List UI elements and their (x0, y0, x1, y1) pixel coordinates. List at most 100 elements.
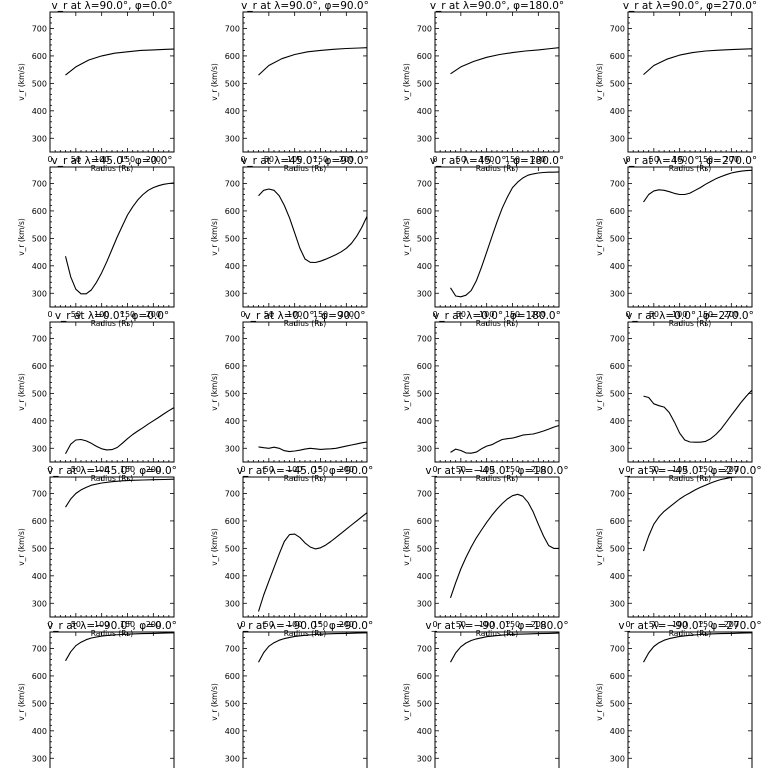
y-tick-label: 500 (417, 544, 432, 553)
y-tick-label: 500 (610, 544, 625, 553)
plot-frame (49, 321, 175, 463)
y-tick-label: 600 (32, 207, 47, 216)
y-tick-label: 600 (32, 672, 47, 681)
plot-frame (627, 476, 753, 618)
x-tick-label: 0 (47, 620, 52, 629)
y-axis-label: v_r (km/s) (595, 63, 604, 101)
y-tick-label: 700 (610, 24, 625, 33)
y-tick-label: 500 (610, 389, 625, 398)
x-tick-label: 200 (339, 310, 354, 319)
x-tick-label: 150 (313, 465, 328, 474)
x-tick-label: 50 (71, 620, 81, 629)
x-tick-label: 100 (287, 465, 302, 474)
x-tick-label: 0 (47, 310, 52, 319)
panel-7: v_r at λ=45.0°, φ=270.0°0 50 100 150 2003004… (595, 155, 757, 328)
velocity-line (258, 188, 368, 264)
y-tick-label: 500 (417, 79, 432, 88)
y-tick-label: 500 (225, 389, 240, 398)
x-axis-label: Radius (Rs) (476, 474, 519, 483)
panel-14: v_r at λ=−45.0°, φ=180.0°0 50 100 150 200300… (402, 465, 569, 638)
y-tick-label: 600 (32, 362, 47, 371)
x-axis-label: Radius (Rs) (91, 629, 134, 638)
x-tick-label: 100 (479, 155, 494, 164)
x-axis-label: Radius (Rs) (476, 164, 519, 173)
plot-frame (242, 321, 368, 463)
y-tick-label: 400 (610, 572, 625, 581)
panel-title: v_r at λ=−45.0°, φ=90.0° (237, 465, 373, 477)
y-tick-label: 400 (32, 572, 47, 581)
panel-1: v_r at λ=90.0°, φ=90.0° 0 50 100 150 200 300 40… (210, 0, 369, 173)
x-tick-label: 100 (94, 620, 109, 629)
velocity-line (643, 389, 753, 443)
x-tick-label: 150 (505, 310, 520, 319)
velocity-line (258, 441, 368, 453)
x-tick-label: 50 (264, 155, 274, 164)
x-tick-label: 100 (479, 620, 494, 629)
plot-frame (434, 166, 560, 308)
y-tick-label: 700 (225, 489, 240, 498)
panel-title: v_r at λ=−90.0°, φ=90.0° (237, 620, 373, 632)
panel-0: v_r at λ=90.0°, φ=0.0° 0 50 100 150 200 300 400… (17, 0, 175, 173)
x-tick-label: 50 (649, 465, 659, 474)
y-axis-label: v_r (km/s) (402, 63, 411, 101)
y-tick-label: 500 (32, 699, 47, 708)
panel-title: v_r at λ=45.0°, φ=180.0° (430, 155, 564, 167)
panel-title: v_r at λ=−90.0°, φ=0.0° (47, 620, 177, 632)
x-tick-label: 50 (264, 465, 274, 474)
y-axis-label: v_r (km/s) (210, 373, 219, 411)
y-axis-label: v_r (km/s) (402, 528, 411, 566)
x-axis-label: Radius (Rs) (91, 164, 134, 173)
y-tick-label: 300 (32, 599, 47, 608)
plot-frame (627, 166, 753, 308)
x-tick-label: 150 (313, 310, 328, 319)
y-tick-label: 300 (32, 754, 47, 763)
panel-title: v_r at λ=90.0°, φ=180.0° (430, 0, 564, 12)
x-tick-label: 0 (625, 155, 630, 164)
x-axis-label: Radius (Rs) (669, 319, 712, 328)
panel-title: v_r at λ=45.0°, φ=270.0° (623, 155, 757, 167)
x-tick-label: 150 (698, 620, 713, 629)
panel-title: v_r at λ=−90.0°, φ=270.0° (618, 620, 761, 632)
velocity-line (450, 632, 560, 663)
velocity-line (258, 632, 368, 663)
panel-11: v_r at λ=0.0°, φ=270.0°0 50 100 150 20030040… (595, 310, 754, 483)
x-tick-label: 200 (146, 155, 161, 164)
y-axis-label: v_r (km/s) (17, 683, 26, 721)
x-tick-label: 100 (94, 465, 109, 474)
y-axis-label: v_r (km/s) (210, 683, 219, 721)
panel-19: v_r at λ=−90.0°, φ=270.0°0 50 100 150 200 300… (595, 620, 762, 768)
y-tick-label: 700 (417, 334, 432, 343)
y-tick-label: 500 (610, 699, 625, 708)
y-tick-label: 700 (417, 24, 432, 33)
x-tick-label: 100 (287, 310, 302, 319)
y-axis-label: v_r (km/s) (595, 373, 604, 411)
plot-frame (242, 11, 368, 153)
panel-title: v_r at λ=90.0°, φ=270.0° (623, 0, 757, 12)
y-axis-label: v_r (km/s) (17, 63, 26, 101)
y-tick-label: 400 (417, 572, 432, 581)
y-tick-label: 600 (32, 517, 47, 526)
x-axis-label: Radius (Rs) (284, 474, 327, 483)
plot-frame (242, 166, 368, 308)
x-axis-label: Radius (Rs) (284, 319, 327, 328)
y-tick-label: 500 (417, 699, 432, 708)
panel-15: v_r at λ=−45.0°, φ=270.0°0 50 100 150 200300… (595, 465, 762, 638)
y-tick-label: 400 (225, 107, 240, 116)
plot-frame (49, 631, 175, 768)
y-tick-label: 300 (417, 599, 432, 608)
y-tick-label: 500 (610, 79, 625, 88)
plot-frame (242, 631, 368, 768)
x-tick-label: 0 (432, 155, 437, 164)
y-tick-label: 300 (610, 134, 625, 143)
panel-12: v_r at λ=−45.0°, φ=0.0°0 50 100 150 20030040… (17, 465, 177, 638)
y-tick-label: 700 (417, 489, 432, 498)
x-tick-label: 50 (649, 155, 659, 164)
y-tick-label: 700 (225, 24, 240, 33)
plot-frame (627, 11, 753, 153)
panel-title: v_r at λ=0.0°, φ=0.0° (55, 310, 169, 322)
y-tick-label: 400 (32, 417, 47, 426)
x-tick-label: 100 (94, 310, 109, 319)
y-tick-label: 500 (32, 79, 47, 88)
y-tick-label: 600 (225, 207, 240, 216)
x-tick-label: 200 (724, 620, 739, 629)
